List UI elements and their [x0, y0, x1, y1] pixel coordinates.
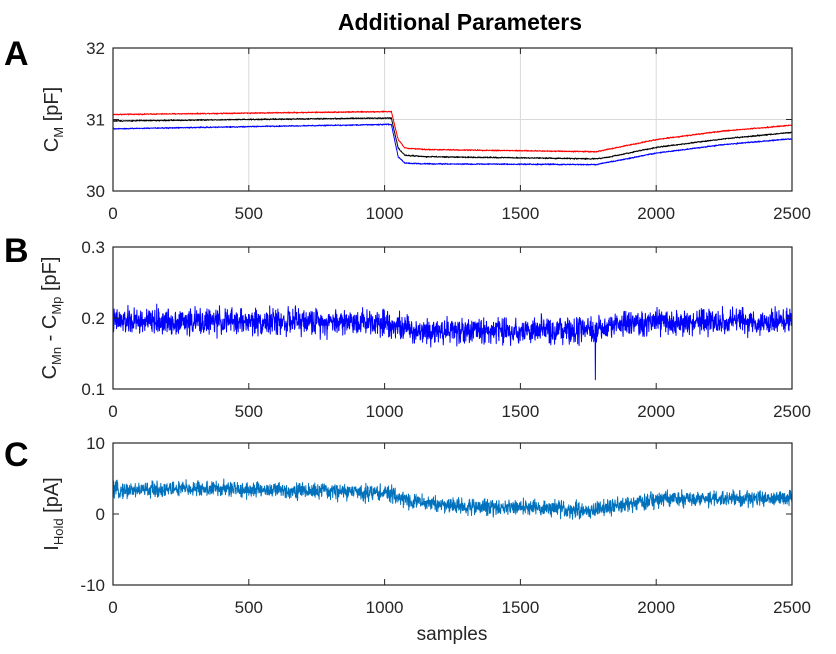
x-tick-label: 500 [235, 402, 263, 421]
x-tick-label: 2500 [773, 598, 811, 617]
x-tick-label: 2500 [773, 204, 811, 223]
y-tick-label: -10 [80, 576, 105, 595]
x-tick-label: 500 [235, 598, 263, 617]
y-tick-label: 0.1 [81, 380, 105, 399]
y-tick-label: 0.3 [81, 238, 105, 257]
x-tick-label: 2000 [637, 598, 675, 617]
x-tick-label: 1500 [501, 598, 539, 617]
x-tick-label: 1000 [366, 402, 404, 421]
axes-box [112, 442, 793, 586]
y-tick-label: 0 [96, 505, 105, 524]
x-tick-label: 0 [108, 402, 117, 421]
x-tick-label: 2000 [637, 402, 675, 421]
y-tick-label: 30 [86, 182, 105, 201]
x-tick-label: 2000 [637, 204, 675, 223]
figure-title: Additional Parameters [338, 9, 582, 35]
x-tick-label: 0 [108, 598, 117, 617]
series-line [112, 117, 793, 160]
panel-letter: C [4, 436, 29, 474]
panel-A: A 0 500 1000 1500 2000 2500 30 31 32 CM [pF] [4, 35, 811, 223]
series-line [112, 123, 793, 166]
panel-B: B 0 500 1000 1500 2000 2500 0.1 0.2 0.3 CMn - CMp … [4, 232, 811, 421]
y-axis-label: CM [pF] [41, 87, 66, 152]
x-tick-label: 0 [108, 204, 117, 223]
x-tick-label: 1500 [501, 204, 539, 223]
series-line [112, 478, 793, 520]
series-line [112, 303, 793, 381]
y-tick-label: 10 [86, 434, 105, 453]
x-tick-label: 500 [235, 204, 263, 223]
y-axis-label: IHold [pA] [41, 477, 66, 550]
panel-letter: A [4, 35, 29, 73]
y-axis-label: CMn - CMp [pF] [39, 257, 64, 380]
x-tick-label: 1500 [501, 402, 539, 421]
x-tick-label: 1000 [366, 598, 404, 617]
y-tick-label: 32 [86, 39, 105, 58]
x-tick-label: 2500 [773, 402, 811, 421]
series-line [112, 110, 793, 153]
panel-letter: B [4, 232, 29, 270]
y-tick-label: 31 [86, 111, 105, 130]
y-tick-label: 0.2 [81, 309, 105, 328]
x-tick-label: 1000 [366, 204, 404, 223]
x-axis-label: samples [417, 624, 488, 645]
